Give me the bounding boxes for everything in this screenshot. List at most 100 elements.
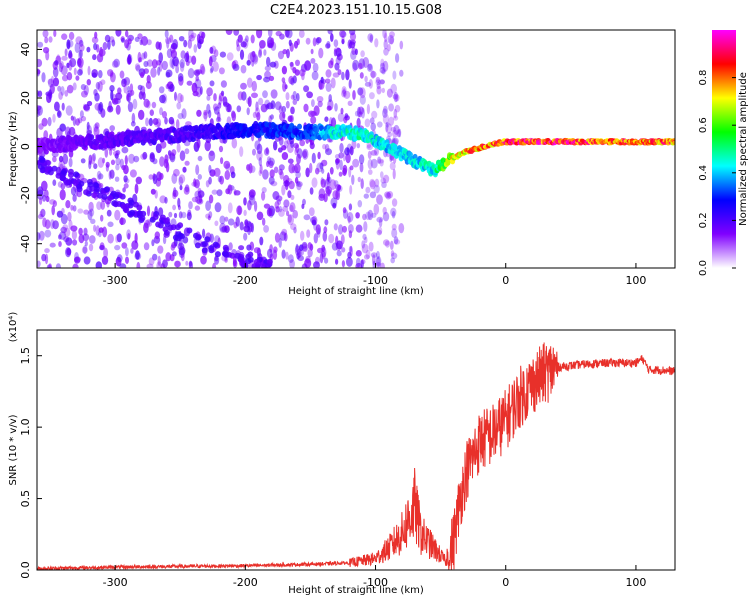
heatmap-cell — [385, 192, 392, 200]
heatmap-cell — [208, 194, 214, 204]
heatmap-cell — [388, 103, 394, 112]
heatmap-cell — [79, 39, 84, 47]
heatmap-cell — [126, 85, 131, 93]
heatmap-cell — [368, 169, 373, 175]
heatmap-cell — [165, 69, 173, 78]
heatmap-cell — [58, 155, 64, 163]
heatmap-cell — [371, 70, 375, 79]
heatmap-cell — [143, 60, 149, 68]
heatmap-cell — [143, 222, 149, 234]
heatmap-cell — [273, 140, 278, 151]
heatmap-cell — [203, 109, 208, 116]
heatmap-cell — [171, 241, 177, 249]
heatmap-cell — [125, 256, 129, 264]
heatmap-cell — [369, 34, 373, 43]
heatmap-cell — [294, 69, 300, 76]
heatmap-cell — [178, 174, 186, 184]
heatmap-cell — [65, 200, 71, 209]
heatmap-cell — [219, 51, 226, 58]
heatmap-cell — [348, 79, 352, 89]
heatmap-cell — [354, 110, 359, 117]
heatmap-cell — [104, 147, 109, 158]
heatmap-cell — [399, 69, 404, 77]
heatmap-cell — [370, 252, 378, 258]
heatmap-cell — [367, 33, 374, 42]
heatmap-cell — [80, 158, 86, 164]
heatmap-cell — [194, 205, 201, 211]
heatmap-cell — [61, 102, 65, 111]
heatmap-cell — [174, 91, 177, 101]
heatmap-cell — [187, 209, 192, 217]
heatmap-cell — [57, 85, 62, 92]
heatmap-cell — [256, 74, 262, 81]
heatmap-cell — [370, 158, 378, 169]
heatmap-cell — [244, 219, 249, 226]
heatmap-cell — [236, 205, 243, 216]
heatmap-cell — [369, 178, 376, 188]
heatmap-cell — [267, 248, 273, 259]
heatmap-cell — [126, 55, 132, 65]
heatmap-cell — [243, 209, 247, 216]
heatmap-cell — [64, 90, 69, 97]
heatmap-cell — [169, 83, 175, 92]
heatmap-cell — [136, 261, 141, 268]
heatmap-cell — [94, 31, 98, 39]
heatmap-cell — [310, 115, 317, 125]
heatmap-cell — [138, 57, 143, 63]
heatmap-cell — [266, 207, 272, 217]
heatmap-cell — [351, 174, 355, 185]
heatmap-cell — [172, 56, 179, 67]
heatmap-cell — [194, 179, 200, 189]
spectrogram-y-label: Frequency (Hz) — [8, 111, 19, 187]
heatmap-cell — [73, 67, 77, 76]
heatmap-cell — [341, 86, 347, 95]
colorbar-tick-label: 0.8 — [698, 70, 709, 86]
heatmap-cell — [318, 188, 326, 199]
heatmap-cell — [174, 260, 181, 268]
heatmap-cell — [378, 218, 383, 228]
heatmap-cell — [158, 86, 165, 94]
heatmap-cell — [370, 122, 377, 131]
x-tick-label: 100 — [625, 274, 646, 287]
heatmap-cell — [80, 84, 86, 91]
heatmap-cell — [385, 122, 389, 133]
heatmap-cell — [339, 159, 343, 171]
heatmap-cell — [66, 84, 74, 94]
heatmap-cell — [355, 250, 362, 257]
spectrogram-x-ticks: -300 -200 -100 0 100 — [103, 263, 646, 287]
heatmap-cell — [349, 185, 353, 195]
heatmap-cell — [245, 35, 249, 43]
heatmap-cell — [357, 176, 361, 183]
heatmap-cell — [370, 150, 378, 156]
heatmap-cell — [258, 49, 262, 58]
heatmap-cell — [342, 207, 347, 214]
heatmap-cell — [302, 246, 308, 252]
heatmap-cell — [238, 245, 245, 251]
heatmap-cell — [369, 92, 375, 100]
heatmap-cell — [72, 82, 77, 91]
x-tick-label: -100 — [363, 576, 388, 589]
heatmap-cell — [318, 47, 324, 59]
heatmap-cell — [195, 234, 201, 241]
heatmap-cell — [317, 247, 324, 254]
heatmap-cell — [325, 82, 332, 92]
heatmap-cell — [283, 199, 290, 208]
heatmap-cell — [365, 186, 371, 194]
heatmap-cell — [120, 203, 127, 210]
heatmap-cell — [148, 117, 153, 127]
heatmap-cell — [367, 150, 372, 160]
heatmap-cell — [100, 200, 106, 210]
heatmap-cell — [60, 226, 67, 234]
heatmap-cell — [266, 102, 274, 110]
heatmap-cell — [191, 55, 197, 65]
heatmap-cell — [84, 240, 88, 247]
heatmap-cell — [281, 249, 286, 259]
heatmap-cell — [368, 63, 372, 71]
heatmap-cell — [195, 75, 199, 82]
heatmap-cell — [223, 251, 230, 258]
heatmap-cell — [115, 30, 122, 37]
heatmap-cell — [184, 52, 190, 63]
heatmap-cell — [196, 198, 204, 205]
heatmap-cell — [197, 190, 205, 198]
heatmap-cell — [109, 85, 115, 92]
